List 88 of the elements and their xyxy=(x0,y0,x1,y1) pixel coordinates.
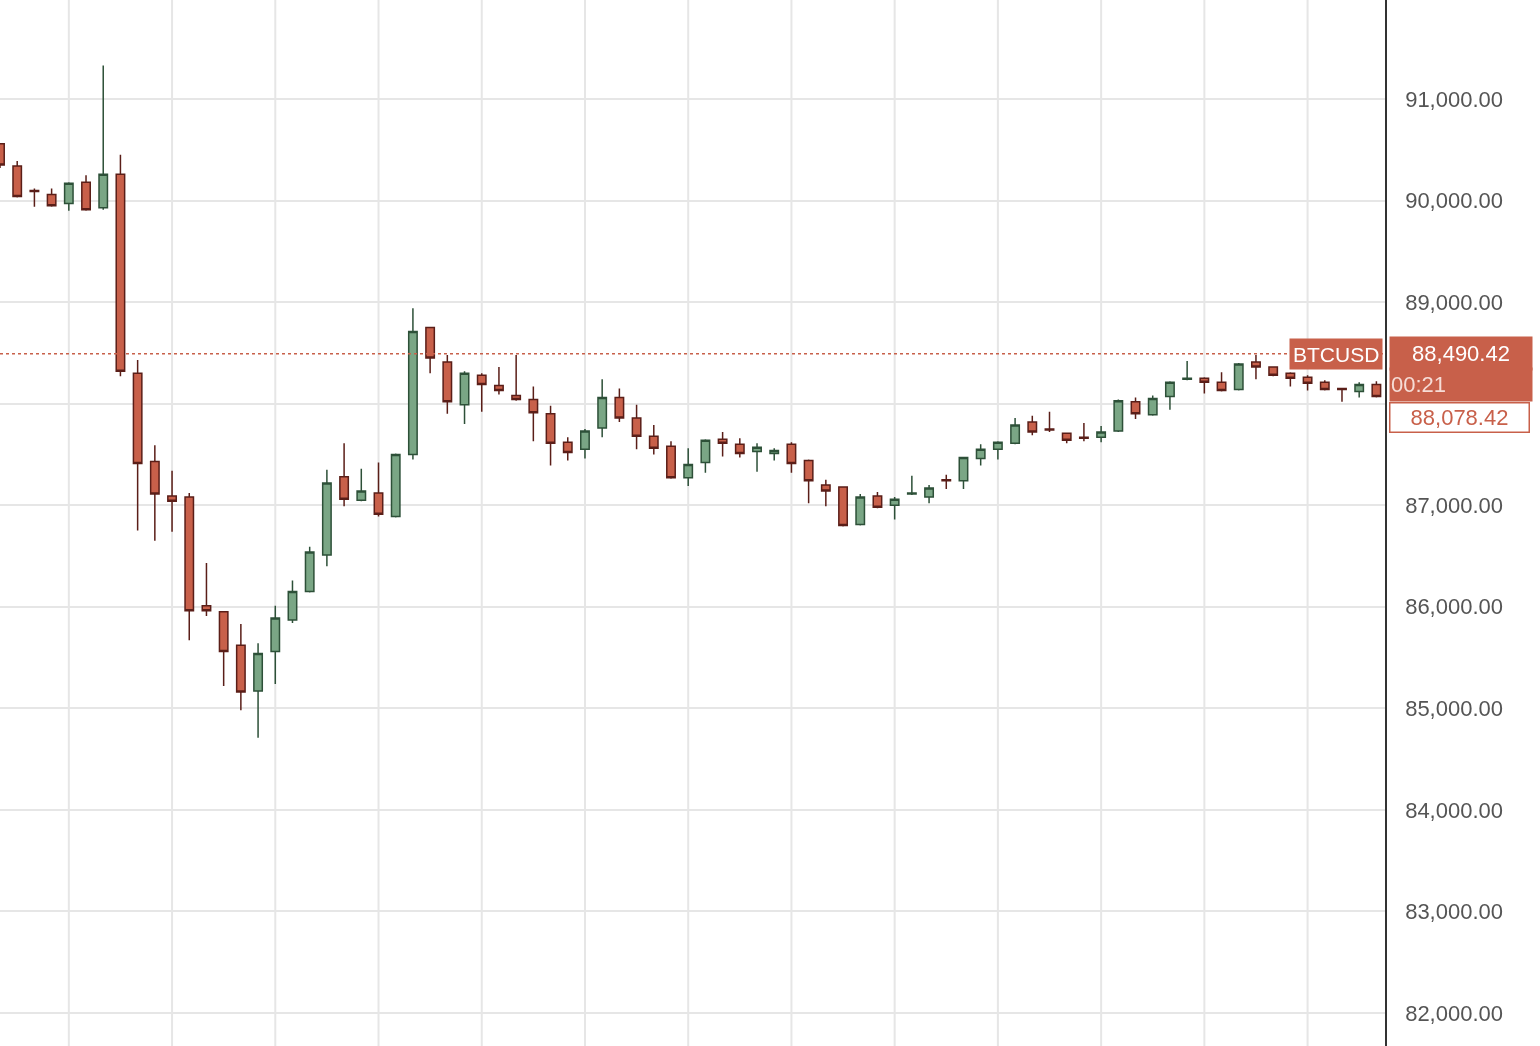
candlestick xyxy=(1096,425,1107,444)
candlestick xyxy=(321,468,332,567)
candlestick xyxy=(838,486,849,528)
candlestick xyxy=(390,452,401,519)
candlestick xyxy=(81,174,91,212)
candlestick xyxy=(1164,380,1175,411)
y-tick-label: 85,000.00 xyxy=(1405,696,1504,722)
candlestick xyxy=(597,378,608,438)
candlestick xyxy=(1010,417,1021,446)
y-tick-label: 83,000.00 xyxy=(1405,899,1504,925)
candlestick xyxy=(1354,381,1365,399)
y-tick-label: 82,000.00 xyxy=(1405,1000,1504,1026)
y-tick-label: 90,000.00 xyxy=(1405,188,1504,214)
candlestick xyxy=(98,64,109,211)
candlestick xyxy=(149,444,160,542)
candlestick xyxy=(803,458,814,504)
candlestick xyxy=(46,187,57,208)
candlestick xyxy=(924,484,935,504)
candlestick xyxy=(941,474,952,490)
candlestick xyxy=(1233,362,1244,392)
candlestick xyxy=(356,467,367,502)
candlestick xyxy=(717,431,728,458)
candlestick xyxy=(1319,379,1330,392)
candlestick xyxy=(1337,387,1347,403)
candlestick xyxy=(1285,372,1296,388)
candlestick xyxy=(304,546,315,594)
candlestick xyxy=(648,424,659,456)
candlestick xyxy=(1182,360,1193,382)
candlestick xyxy=(407,307,418,461)
candlestick xyxy=(184,492,195,642)
candlestick xyxy=(631,403,642,451)
candlestick xyxy=(167,469,178,533)
candlestick xyxy=(700,438,711,474)
candlestick xyxy=(1371,380,1382,399)
candlestick xyxy=(528,385,539,442)
candlestick xyxy=(1044,411,1055,433)
candlestick xyxy=(253,642,264,739)
candlestick xyxy=(12,160,23,199)
candlestick xyxy=(459,370,470,425)
candlestick xyxy=(1027,415,1038,436)
candlestick xyxy=(666,440,676,480)
candlestick xyxy=(1302,374,1313,392)
candlestick xyxy=(580,428,590,460)
candlestick xyxy=(201,562,212,617)
candlestick xyxy=(958,456,969,490)
candlestick xyxy=(769,447,780,462)
candlestick xyxy=(1147,394,1158,417)
candlestick xyxy=(235,623,246,712)
y-tick-label: 89,000.00 xyxy=(1405,289,1504,315)
text: 88,490.42 xyxy=(1412,341,1510,366)
candlestick xyxy=(820,479,831,507)
y-tick-label: 91,000.00 xyxy=(1405,86,1504,112)
y-tick-label: 84,000.00 xyxy=(1405,797,1504,823)
candlestick xyxy=(889,496,900,521)
candlestick xyxy=(493,366,504,396)
candlestick xyxy=(614,387,625,423)
candlestick xyxy=(683,447,694,487)
text: 00:21 xyxy=(1391,372,1447,397)
candlestick xyxy=(1268,366,1279,378)
candlestick xyxy=(1216,371,1227,393)
candlestick xyxy=(992,440,1003,461)
candlestick xyxy=(545,404,556,467)
candlestick xyxy=(132,359,143,532)
candlestick xyxy=(442,354,453,415)
candlestick xyxy=(1199,377,1210,395)
candlestick xyxy=(1113,398,1124,433)
candlestick xyxy=(287,579,298,624)
candlestick xyxy=(1130,396,1141,420)
candlestick xyxy=(373,461,384,518)
candlestick xyxy=(906,475,917,496)
candlestick xyxy=(562,436,573,462)
candlestick xyxy=(63,181,74,212)
text: 88,078.42 xyxy=(1410,405,1509,430)
ref-line-label: BTCUSD xyxy=(1293,342,1380,366)
candlestick xyxy=(1078,422,1089,442)
candlestick xyxy=(752,442,762,473)
candlestick xyxy=(872,491,883,510)
candlestick xyxy=(476,372,487,413)
candlestick xyxy=(270,605,281,685)
candlestick xyxy=(339,442,350,507)
y-tick-label: 87,000.00 xyxy=(1405,492,1504,518)
candlestick xyxy=(218,611,229,687)
candlestick xyxy=(975,443,986,467)
candlestick xyxy=(786,441,797,474)
candlestick xyxy=(855,493,866,527)
y-tick-label: 86,000.00 xyxy=(1405,594,1504,620)
candlestick xyxy=(1061,432,1072,445)
candlestick xyxy=(734,437,745,459)
